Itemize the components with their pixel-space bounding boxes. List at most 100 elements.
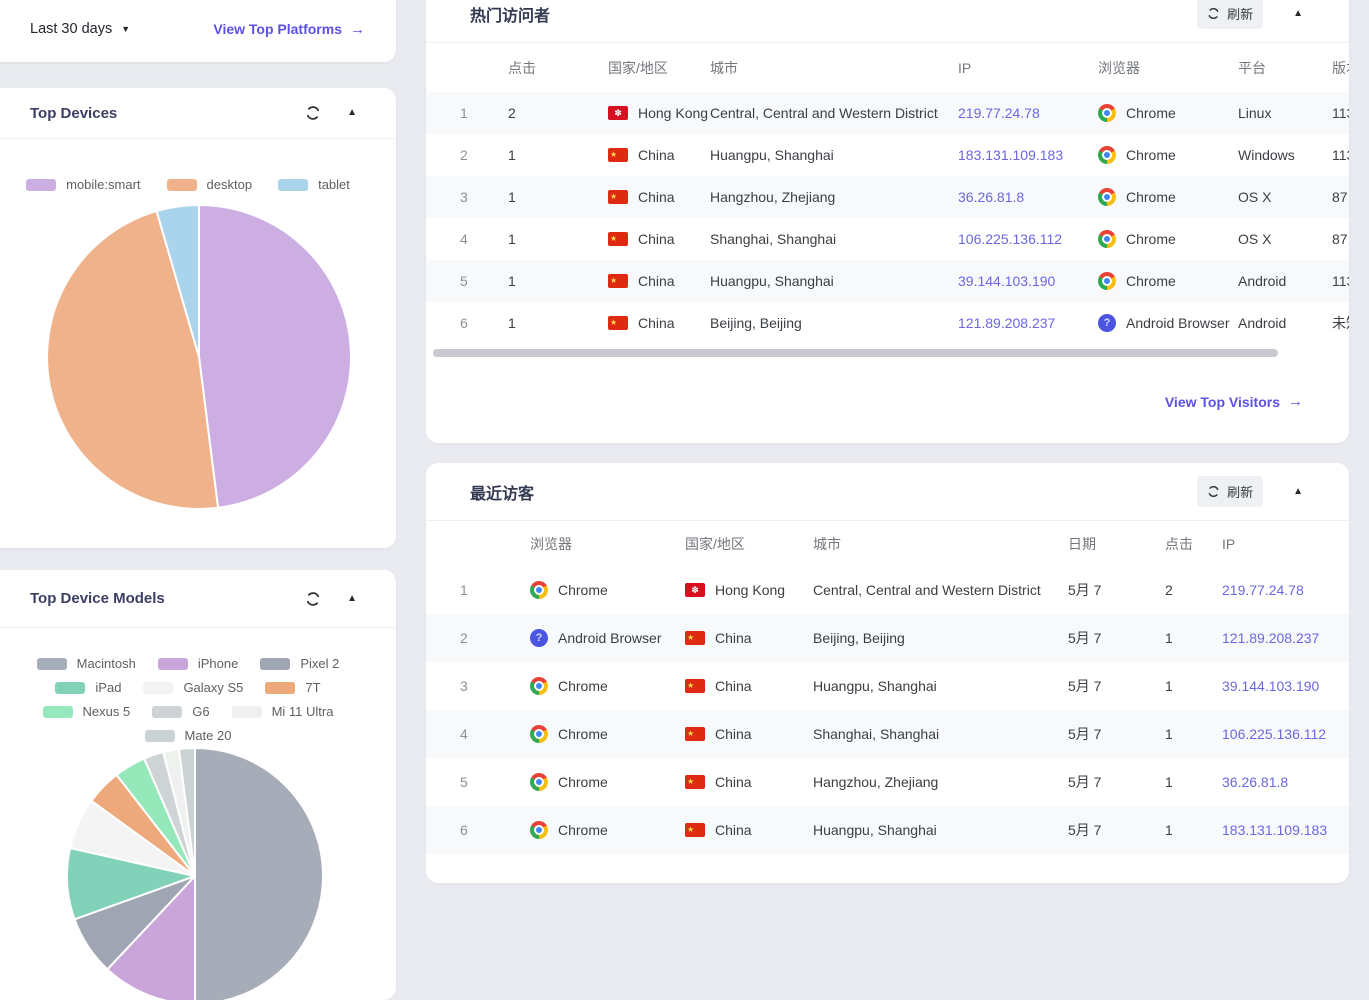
col-header-city: 城市 [710,58,958,78]
ip-link[interactable]: 183.131.109.183 [1222,822,1327,838]
view-top-platforms-link[interactable]: View Top Platforms → [213,21,365,38]
filter-card: Last 30 days ▼ View Top Platforms → [0,0,396,62]
refresh-icon[interactable] [305,105,321,121]
ip-link[interactable]: 106.225.136.112 [958,231,1062,247]
recent-visitor-row: 4Chrome★ChinaShanghai, Shanghai5月 71106.… [426,710,1349,758]
date-range-label: Last 30 days [30,21,112,37]
recent-visitors-title: 最近访客 [470,480,534,504]
chrome-icon [530,821,548,839]
cn-flag-icon: ★ [608,316,628,330]
ip-link[interactable]: 121.89.208.237 [1222,630,1319,646]
col-header-country: 国家/地区 [608,58,710,78]
cn-flag-icon: ★ [608,274,628,288]
ip-link[interactable]: 219.77.24.78 [1222,582,1304,598]
models-legend: Macintosh iPhone Pixel 2 iPad Galaxy S5 7T Nex… [2,656,374,743]
devices-legend: mobile:smart desktop tablet [0,177,396,192]
chrome-icon [530,677,548,695]
top-device-models-title: Top Device Models [30,590,165,607]
cn-flag-icon: ★ [685,775,705,789]
refresh-icon[interactable] [305,591,321,607]
legend-item[interactable]: Mi 11 Ultra [232,704,334,719]
legend-item[interactable]: Macintosh [37,656,136,671]
recent-visitors-card: 最近访客 刷新 ▲ 浏览器 国家/地区 城市 日期 点击 IP 1Chrome✽… [426,463,1349,883]
legend-item[interactable]: desktop [167,177,253,192]
col-header-city: 城市 [813,534,1068,554]
recent-visitor-row: 1Chrome✽Hong KongCentral, Central and We… [426,566,1349,614]
ip-link[interactable]: 183.131.109.183 [958,147,1063,163]
recent-visitor-row: 5Chrome★ChinaHangzhou, Zhejiang5月 7136.2… [426,758,1349,806]
legend-label: Galaxy S5 [183,680,243,695]
legend-item[interactable]: iPhone [158,656,238,671]
top-device-models-card: Top Device Models ▲ Macintosh iPhone Pixel… [0,570,396,1000]
col-header-clicks: 点击 [1165,534,1222,554]
legend-swatch [26,179,56,191]
ip-link[interactable]: 36.26.81.8 [1222,774,1288,790]
ip-link[interactable]: 39.144.103.190 [1222,678,1319,694]
view-top-visitors-link[interactable]: View Top Visitors → [1165,393,1303,410]
chrome-icon [530,725,548,743]
col-header-browser: 浏览器 [530,534,685,554]
legend-item[interactable]: G6 [152,704,209,719]
legend-label: G6 [192,704,209,719]
collapse-icon[interactable]: ▲ [1293,9,1303,19]
recent-visitor-row: 6Chrome★ChinaHuangpu, Shanghai5月 71183.1… [426,806,1349,854]
legend-item[interactable]: Pixel 2 [260,656,339,671]
legend-item[interactable]: iPad [55,680,121,695]
legend-label: iPhone [198,656,238,671]
legend-item[interactable]: 7T [265,680,320,695]
chrome-icon [530,773,548,791]
legend-swatch [143,682,173,694]
collapse-icon[interactable]: ▲ [347,108,357,118]
legend-item[interactable]: mobile:smart [26,177,140,192]
chrome-icon [1098,104,1116,122]
legend-label: Nexus 5 [83,704,131,719]
top-visitors-card: 热门访问者 刷新 ▲ 点击 国家/地区 城市 IP 浏览器 平台 版本 12✽H… [426,0,1349,443]
top-devices-title: Top Devices [30,105,117,122]
ip-link[interactable]: 36.26.81.8 [958,189,1024,205]
chrome-icon [1098,230,1116,248]
arrow-right-icon: → [1288,393,1303,410]
cn-flag-icon: ★ [608,232,628,246]
col-header-ip: IP [1222,536,1349,552]
recent-visitors-table: 浏览器 国家/地区 城市 日期 点击 IP 1Chrome✽Hong KongC… [426,521,1349,854]
chrome-icon [1098,188,1116,206]
chrome-icon [1098,146,1116,164]
legend-swatch [265,682,295,694]
recent-visitor-row: 3Chrome★ChinaHuangpu, Shanghai5月 7139.14… [426,662,1349,710]
legend-label: Macintosh [77,656,136,671]
legend-label: tablet [318,177,350,192]
table-header-row: 点击 国家/地区 城市 IP 浏览器 平台 版本 [426,43,1349,92]
hk-flag-icon: ✽ [685,583,705,597]
legend-swatch [37,658,67,670]
cn-flag-icon: ★ [685,727,705,741]
collapse-icon[interactable]: ▲ [347,594,357,604]
android-browser-icon: ? [1098,314,1116,332]
legend-swatch [278,179,308,191]
collapse-icon[interactable]: ▲ [1293,487,1303,497]
pie-slice-mobile-smart[interactable] [199,205,351,508]
legend-item[interactable]: Mate 20 [145,728,232,743]
hk-flag-icon: ✽ [608,106,628,120]
legend-item[interactable]: Galaxy S5 [143,680,243,695]
ip-link[interactable]: 121.89.208.237 [958,315,1055,331]
ip-link[interactable]: 219.77.24.78 [958,105,1040,121]
legend-item[interactable]: Nexus 5 [43,704,131,719]
legend-label: 7T [305,680,320,695]
legend-label: Mi 11 Ultra [272,704,334,719]
pie-slice-macintosh[interactable] [195,748,323,1000]
visitor-row: 61★ChinaBeijing, Beijing121.89.208.237?A… [426,302,1349,344]
legend-label: iPad [95,680,121,695]
col-header-ip: IP [958,60,1098,76]
table-header-row: 浏览器 国家/地区 城市 日期 点击 IP [426,521,1349,566]
chrome-icon [530,581,548,599]
refresh-button[interactable]: 刷新 [1197,476,1263,507]
legend-label: desktop [207,177,253,192]
horizontal-scrollbar[interactable] [433,349,1278,357]
ip-link[interactable]: 39.144.103.190 [958,273,1055,289]
refresh-button[interactable]: 刷新 [1197,0,1263,29]
legend-item[interactable]: tablet [278,177,350,192]
date-range-dropdown[interactable]: Last 30 days ▼ [30,21,130,37]
chevron-down-icon: ▼ [121,24,130,34]
ip-link[interactable]: 106.225.136.112 [1222,726,1326,742]
legend-swatch [43,706,73,718]
